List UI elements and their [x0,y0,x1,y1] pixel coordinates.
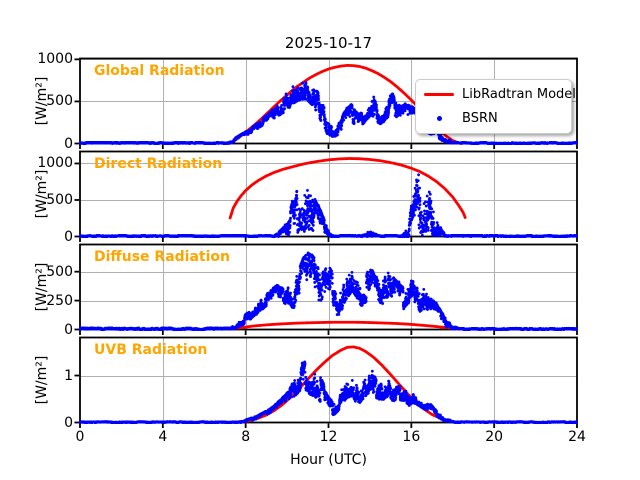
x-tick-label: 4 [158,429,168,445]
y-tick-label: 250 [46,292,73,309]
legend-item-label: BSRN [462,111,498,126]
x-tick-label: 0 [75,429,85,445]
y-tick-label: 1000 [37,51,73,68]
y-tick-label: 1000 [37,155,73,172]
y-tick-label: 0 [64,321,73,338]
legend-item-label: LibRadtran Model [462,87,576,102]
x-tick-label: 8 [241,429,251,445]
y-tick-label: 0 [64,414,73,431]
chart-title: 2025-10-17 [284,34,373,52]
y-tick-label: 500 [46,263,73,280]
panel-label-uvb-radiation: UVB Radiation [94,341,208,358]
red-line-sample-icon [416,93,462,96]
legend-item-bsrn: BSRN [416,109,571,129]
y-tick-label: 0 [64,228,73,245]
legend-item-model: LibRadtran Model [416,85,576,105]
x-tick-label: 12 [319,429,338,445]
y-tick-label: 500 [46,191,73,208]
y-tick-label: 0 [64,135,73,152]
x-axis-label: Hour (UTC) [290,452,367,468]
y-tick-label: 500 [46,93,73,110]
panel-label-diffuse-radiation: Diffuse Radiation [94,248,231,265]
x-tick-label: 20 [485,429,504,445]
x-tick-label: 16 [402,429,421,445]
x-tick-label: 24 [568,429,586,445]
y-tick-label: 1 [64,367,73,384]
panel-label-direct-radiation: Direct Radiation [94,155,223,172]
blue-dot-sample-icon [416,116,462,121]
legend: LibRadtran Model BSRN [415,79,576,134]
panel-label-global-radiation: Global Radiation [94,62,225,79]
